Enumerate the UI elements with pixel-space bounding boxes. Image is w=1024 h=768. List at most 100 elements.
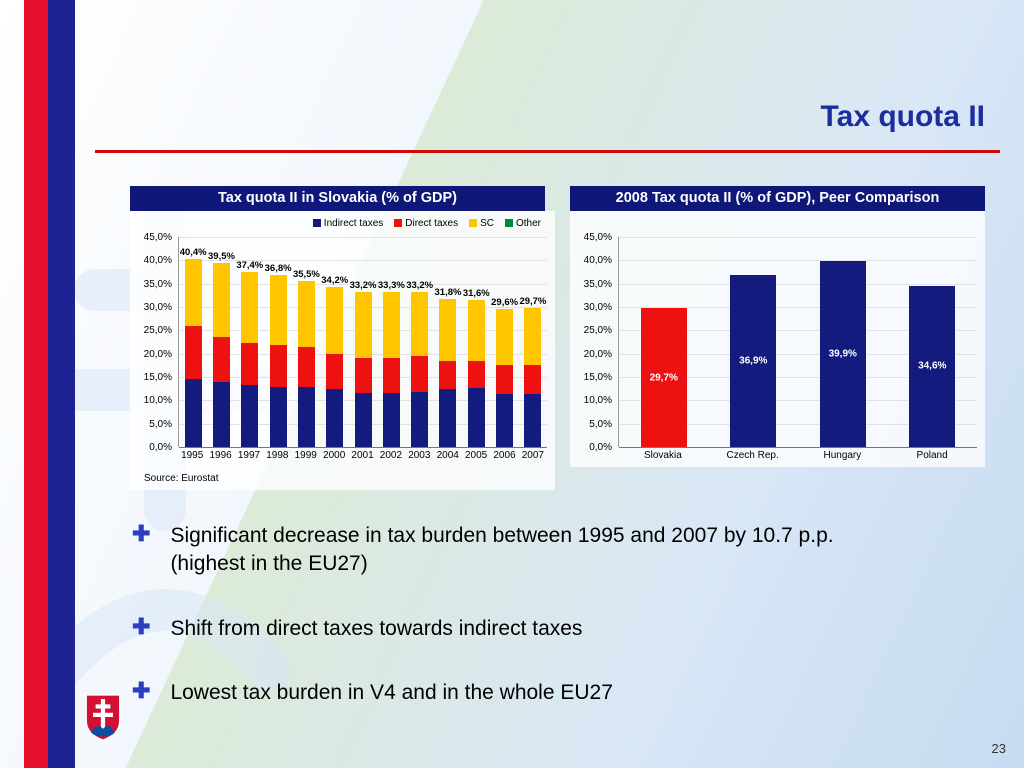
- slovak-coat-of-arms-logo: [85, 694, 121, 742]
- bar-total-label: 31,6%: [462, 287, 490, 299]
- legend-label: SC: [480, 217, 494, 229]
- bar: 29,7%: [640, 308, 687, 447]
- title-underline-rule: [95, 150, 1000, 153]
- bar-column: 29,6%: [490, 237, 518, 447]
- x-axis-label: 2004: [436, 450, 459, 461]
- bar-segment-direct-taxes: [184, 326, 202, 380]
- x-axis-row: 1995 1996 1997 1998 1999 2000 2001 2002 2003 2004…: [134, 450, 547, 461]
- stacked-bar: [439, 298, 457, 447]
- bar-total-label: 29,7%: [519, 296, 547, 308]
- bar-column: 29,7%: [619, 237, 709, 447]
- y-axis-tick-label: 5,0%: [149, 418, 172, 430]
- bar-columns: 40,4% 39,5% 37,4% 36,8% 35,5% 34,2% 33,2% 33,3%…: [179, 237, 547, 447]
- bar-total-label: 37,4%: [236, 260, 264, 272]
- gridline: [619, 400, 977, 402]
- bar-column: 36,9%: [709, 237, 799, 447]
- bar-total-label: 33,2%: [406, 280, 434, 292]
- bar-column: 39,5%: [207, 237, 235, 447]
- bar-value-label: 39,9%: [828, 348, 857, 360]
- y-axis-tick-label: 25,0%: [583, 325, 612, 337]
- legend-swatch: [312, 219, 321, 227]
- stacked-bar: [212, 262, 230, 447]
- y-axis-tick-label: 35,0%: [583, 278, 612, 290]
- bar-segment-indirect-taxes: [411, 391, 429, 447]
- bar: 39,9%: [819, 260, 866, 447]
- gridline: [619, 307, 977, 308]
- bullet-item: ✚ Significant decrease in tax burden bet…: [132, 521, 982, 579]
- bar-column: 31,8%: [434, 237, 462, 447]
- bar-segment-indirect-taxes: [467, 387, 485, 447]
- plot-area: 40,4% 39,5% 37,4% 36,8% 35,5% 34,2% 33,2% 33,3%…: [178, 237, 547, 448]
- y-axis-tick-label: 10,0%: [583, 395, 612, 407]
- y-axis-tick-label: 15,0%: [143, 372, 172, 383]
- y-axis-tick-label: 30,0%: [143, 302, 172, 313]
- bar-column: 39,9%: [798, 237, 888, 447]
- y-axis: 45,0% 40,0% 35,0% 30,0% 25,0% 20,0% 15,0% 10,0%…: [574, 232, 618, 453]
- x-axis-label: Hungary: [823, 450, 862, 461]
- gridline: [619, 237, 977, 238]
- legend-spacer: [574, 215, 977, 237]
- bar-column: 31,6%: [462, 237, 490, 447]
- stacked-bar: [326, 287, 344, 447]
- y-axis-tick-label: 0,0%: [149, 442, 172, 453]
- bar-segment-indirect-taxes: [354, 393, 372, 447]
- gridline: [619, 283, 977, 285]
- legend-item: SC: [469, 218, 494, 229]
- bar-segment-direct-taxes: [496, 365, 514, 394]
- bar-column: 36,8%: [264, 237, 292, 447]
- y-axis-tick-label: 45,0%: [583, 232, 612, 243]
- bar-column: 29,7%: [519, 237, 547, 447]
- x-axis-label: Czech Rep.: [726, 450, 779, 461]
- plus-bullet-icon: ✚: [132, 678, 151, 704]
- y-axis-tick-label: 20,0%: [143, 348, 172, 360]
- bar-segment-sc: [439, 298, 457, 361]
- x-axis-label: Poland: [916, 450, 948, 461]
- bar-segment-direct-taxes: [524, 365, 542, 395]
- bar-segment-sc: [212, 262, 230, 338]
- stacked-bar: [382, 291, 400, 447]
- bar-total-label: 34,2%: [321, 275, 349, 287]
- bar-segment-direct-taxes: [326, 353, 344, 389]
- source-note: Source: Eurostat: [144, 473, 219, 484]
- stacked-bar: [354, 292, 372, 447]
- plot-row: 45,0% 40,0% 35,0% 30,0% 25,0% 20,0% 15,0% 10,0%…: [574, 232, 977, 453]
- bar: 34,6%: [909, 285, 956, 447]
- bar-segment-sc: [241, 272, 259, 344]
- y-axis-tick-label: 45,0%: [143, 232, 172, 243]
- bar-segment-indirect-taxes: [212, 381, 230, 447]
- legend-swatch: [469, 219, 478, 227]
- y-axis-tick-label: 30,0%: [583, 302, 612, 313]
- bar-segment-sc: [467, 299, 485, 361]
- bullet-text: Lowest tax burden in V4 and in the whole…: [170, 681, 613, 705]
- bar-segment-indirect-taxes: [439, 389, 457, 447]
- gridline: [179, 237, 547, 238]
- legend-label: Direct taxes: [405, 217, 459, 229]
- y-axis-tick-label: 15,0%: [583, 372, 612, 383]
- right-chart-header: 2008 Tax quota II (% of GDP), Peer Compa…: [570, 186, 985, 211]
- plus-bullet-icon: ✚: [132, 521, 151, 546]
- bar-column: 33,2%: [406, 237, 434, 447]
- legend-swatch: [394, 219, 403, 227]
- stacked-bar: [524, 308, 542, 447]
- gridline: [619, 423, 977, 425]
- legend-item: Indirect taxes: [312, 218, 383, 229]
- x-axis-label: 2006: [493, 450, 516, 461]
- y-axis-tick-label: 20,0%: [583, 348, 612, 360]
- bar-segment-indirect-taxes: [326, 388, 344, 447]
- bar-total-label: 31,8%: [434, 286, 462, 298]
- stacked-bar: [411, 292, 429, 447]
- stacked-bar: [184, 258, 202, 447]
- bullet-item: ✚ Lowest tax burden in V4 and in the who…: [132, 678, 982, 707]
- bar-segment-direct-taxes: [212, 337, 230, 382]
- stacked-bar: [297, 281, 315, 447]
- plot-area: 29,7% 36,9% 39,9% 34,6%: [618, 237, 977, 448]
- x-axis-label: 2003: [408, 450, 431, 461]
- x-axis-label: 1996: [209, 450, 232, 461]
- bullet-item: ✚ Shift from direct taxes towards indire…: [132, 614, 982, 643]
- bar-segment-direct-taxes: [354, 358, 372, 394]
- x-axis-label: Slovakia: [643, 450, 682, 461]
- bar-column: 35,5%: [292, 237, 320, 447]
- bar-segment-indirect-taxes: [241, 385, 259, 447]
- bar-column: 34,2%: [321, 237, 349, 447]
